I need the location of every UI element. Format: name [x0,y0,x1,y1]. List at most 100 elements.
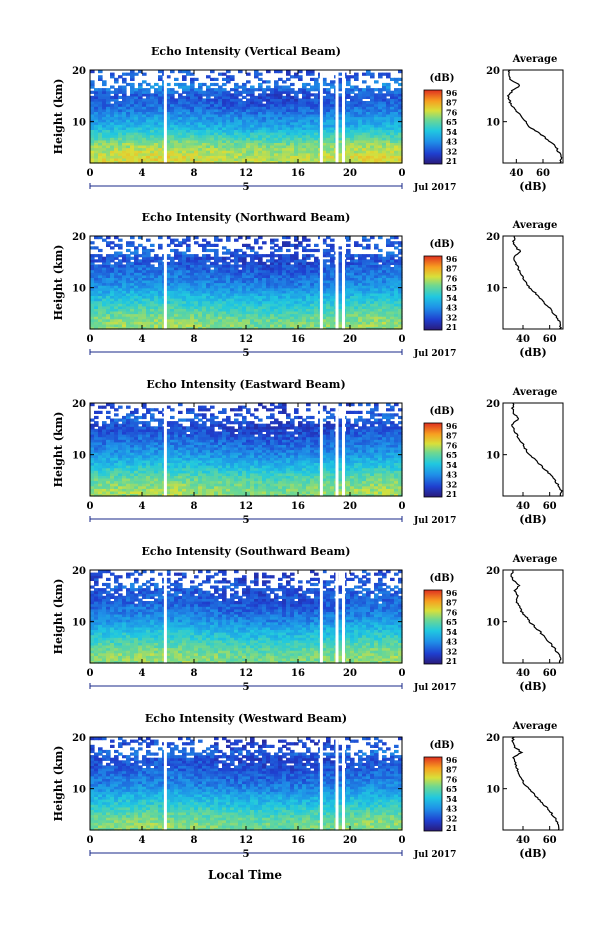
heatmap-cell [326,493,331,497]
heatmap-cell [262,241,267,245]
heatmap-cell [226,274,231,278]
heatmap-cell [138,326,143,330]
heatmap-cell [114,298,119,302]
heatmap-cell [190,98,195,102]
heatmap-cell [174,155,179,159]
heatmap-cell [222,285,227,289]
heatmap-cell [330,292,335,296]
heatmap-cell [350,108,355,112]
heatmap-cell [106,142,111,146]
heatmap-cell [358,277,363,281]
heatmap-cell [138,134,143,138]
heatmap-cell [122,264,127,268]
heatmap-cell [190,124,195,128]
heatmap-cell [362,303,367,307]
heatmap-cell [142,116,147,120]
heatmap-cell [230,142,235,146]
heatmap-cell [182,313,187,317]
heatmap-cell [138,126,143,130]
heatmap-cell [386,243,391,247]
x-tick-label: 12 [239,168,253,179]
heatmap-cell [238,129,243,133]
heatmap-cell [146,313,151,317]
heatmap-cell [98,254,103,258]
heatmap-cell [242,305,247,309]
heatmap-cell [310,290,315,294]
heatmap-cell [118,95,123,99]
heatmap-cell [242,274,247,278]
heatmap-cell [182,321,187,325]
heatmap-cell [282,277,287,281]
heatmap-cell [374,295,379,299]
heatmap-cell [194,119,199,123]
heatmap-cell [166,144,171,149]
heatmap-cell [250,137,255,141]
heatmap-cell [354,77,359,81]
heatmap-cell [94,303,99,307]
heatmap-cell [154,88,159,92]
heatmap-cell [250,282,255,286]
heatmap-cell [278,321,283,325]
heatmap-cell [90,113,95,118]
heatmap-cell [298,279,303,284]
heatmap-cell [362,493,367,497]
heatmap-cell [122,93,127,97]
heatmap-cell [306,323,311,327]
heatmap-cell [178,98,183,102]
heatmap-cell [238,323,243,327]
heatmap-cell [146,88,151,92]
heatmap-cell [194,261,199,265]
heatmap-cell [246,129,251,133]
heatmap-cell [186,493,191,497]
heatmap-cell [330,108,335,112]
heatmap-cell [230,282,235,286]
heatmap-cell [226,300,231,304]
heatmap-cell [266,113,271,118]
heatmap-cell [350,264,355,268]
heatmap-cell [214,251,219,255]
heatmap-cell [146,318,151,322]
heatmap-cell [166,106,171,110]
heatmap-cell [150,116,155,120]
heatmap-cell [154,111,159,115]
heatmap-cell [294,310,299,315]
heatmap-cell [266,264,271,268]
heatmap-cell [158,134,163,138]
heatmap-cell [314,111,319,115]
heatmap-cell [294,321,299,325]
heatmap-cell [218,298,223,302]
heatmap-cell [194,305,199,309]
heatmap-cell [214,132,219,136]
heatmap-cell [218,282,223,286]
heatmap-cell [178,113,183,118]
heatmap-cell [306,95,311,99]
heatmap-cell [242,129,247,133]
heatmap-cell [362,323,367,327]
heatmap-cell [278,144,283,149]
heatmap-cell [194,267,199,271]
heatmap-cell [274,290,279,294]
heatmap-cell [122,290,127,294]
heatmap-cell [238,313,243,317]
heatmap-cell [166,101,171,105]
heatmap-cell [354,282,359,286]
heatmap-cell [394,98,399,102]
heatmap-cell [138,106,143,110]
heatmap-cell [390,308,395,312]
heatmap-cell [362,72,367,76]
heatmap-cell [102,157,107,161]
heatmap-cell [134,142,139,146]
heatmap-cell [198,101,203,105]
heatmap-cell [90,90,95,94]
heatmap-cell [278,77,283,81]
heatmap-cell [294,269,299,273]
heatmap-cell [250,85,255,89]
heatmap-cell [306,108,311,112]
heatmap-cell [386,90,391,94]
heatmap-cell [386,321,391,325]
heatmap-cell [322,144,327,149]
heatmap-cell [346,251,351,255]
heatmap-cell [282,310,287,315]
heatmap-cell [90,285,95,289]
heatmap-cell [210,287,215,291]
